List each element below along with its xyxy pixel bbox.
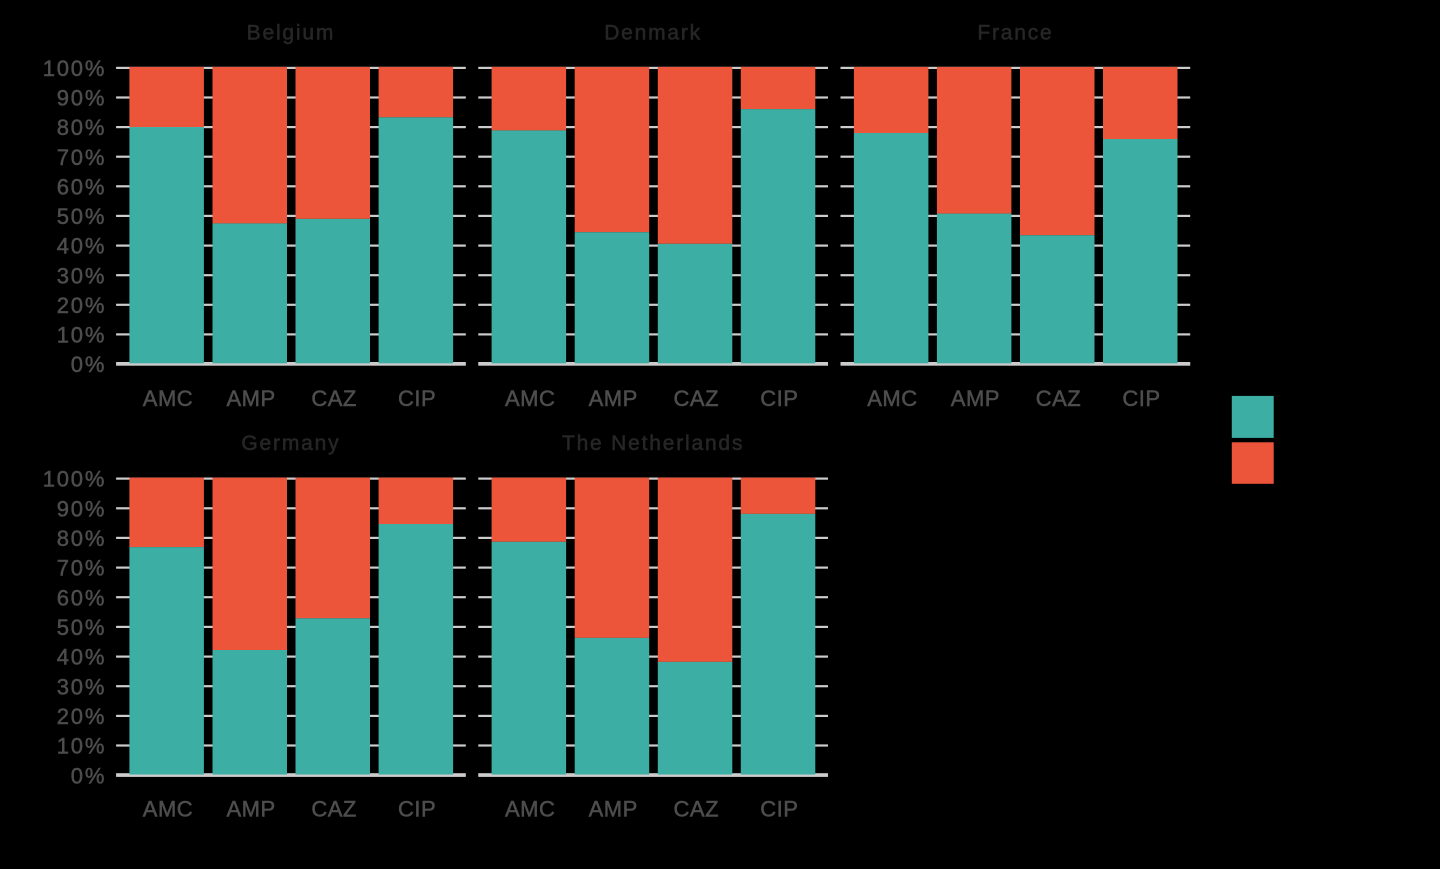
svg-text:CIP: CIP	[760, 386, 798, 411]
svg-text:30%: 30%	[57, 674, 106, 699]
svg-text:CIP: CIP	[760, 797, 798, 822]
svg-text:AMC: AMC	[143, 797, 193, 822]
svg-text:90%: 90%	[57, 496, 106, 521]
svg-text:100%: 100%	[43, 467, 106, 492]
svg-text:50%: 50%	[57, 204, 106, 229]
svg-text:France: France	[977, 22, 1053, 45]
svg-text:AMC: AMC	[867, 386, 917, 411]
svg-text:CIP: CIP	[398, 386, 436, 411]
svg-text:0%: 0%	[71, 763, 106, 788]
svg-text:60%: 60%	[57, 585, 106, 610]
svg-text:40%: 40%	[57, 234, 106, 259]
svg-text:Denmark: Denmark	[604, 22, 702, 45]
svg-text:The Netherlands: The Netherlands	[562, 432, 744, 455]
svg-text:Belgium: Belgium	[247, 22, 335, 45]
svg-text:CIP: CIP	[398, 797, 436, 822]
svg-text:AMP: AMP	[951, 386, 1000, 411]
svg-text:90%: 90%	[57, 86, 106, 111]
svg-text:80%: 80%	[57, 115, 106, 140]
svg-text:CAZ: CAZ	[1036, 386, 1082, 411]
svg-text:100%: 100%	[43, 56, 106, 81]
svg-text:50%: 50%	[57, 615, 106, 640]
svg-text:20%: 20%	[57, 293, 106, 318]
svg-text:CAZ: CAZ	[674, 386, 720, 411]
svg-text:40%: 40%	[57, 645, 106, 670]
svg-text:AMP: AMP	[589, 797, 638, 822]
svg-text:20%: 20%	[57, 704, 106, 729]
svg-text:AMP: AMP	[589, 386, 638, 411]
svg-text:70%: 70%	[57, 556, 106, 581]
svg-text:AMC: AMC	[505, 386, 555, 411]
svg-text:CAZ: CAZ	[311, 386, 357, 411]
svg-text:Germany: Germany	[241, 432, 340, 455]
svg-text:AMC: AMC	[143, 386, 193, 411]
svg-text:10%: 10%	[57, 323, 106, 348]
svg-text:30%: 30%	[57, 263, 106, 288]
svg-text:AMC: AMC	[505, 797, 555, 822]
svg-text:CIP: CIP	[1122, 386, 1160, 411]
svg-text:CAZ: CAZ	[674, 797, 720, 822]
svg-text:CAZ: CAZ	[311, 797, 357, 822]
svg-text:60%: 60%	[57, 174, 106, 199]
svg-text:0%: 0%	[71, 352, 106, 377]
svg-text:80%: 80%	[57, 526, 106, 551]
svg-text:10%: 10%	[57, 734, 106, 759]
svg-text:AMP: AMP	[227, 797, 276, 822]
svg-text:70%: 70%	[57, 145, 106, 170]
svg-text:AMP: AMP	[227, 386, 276, 411]
